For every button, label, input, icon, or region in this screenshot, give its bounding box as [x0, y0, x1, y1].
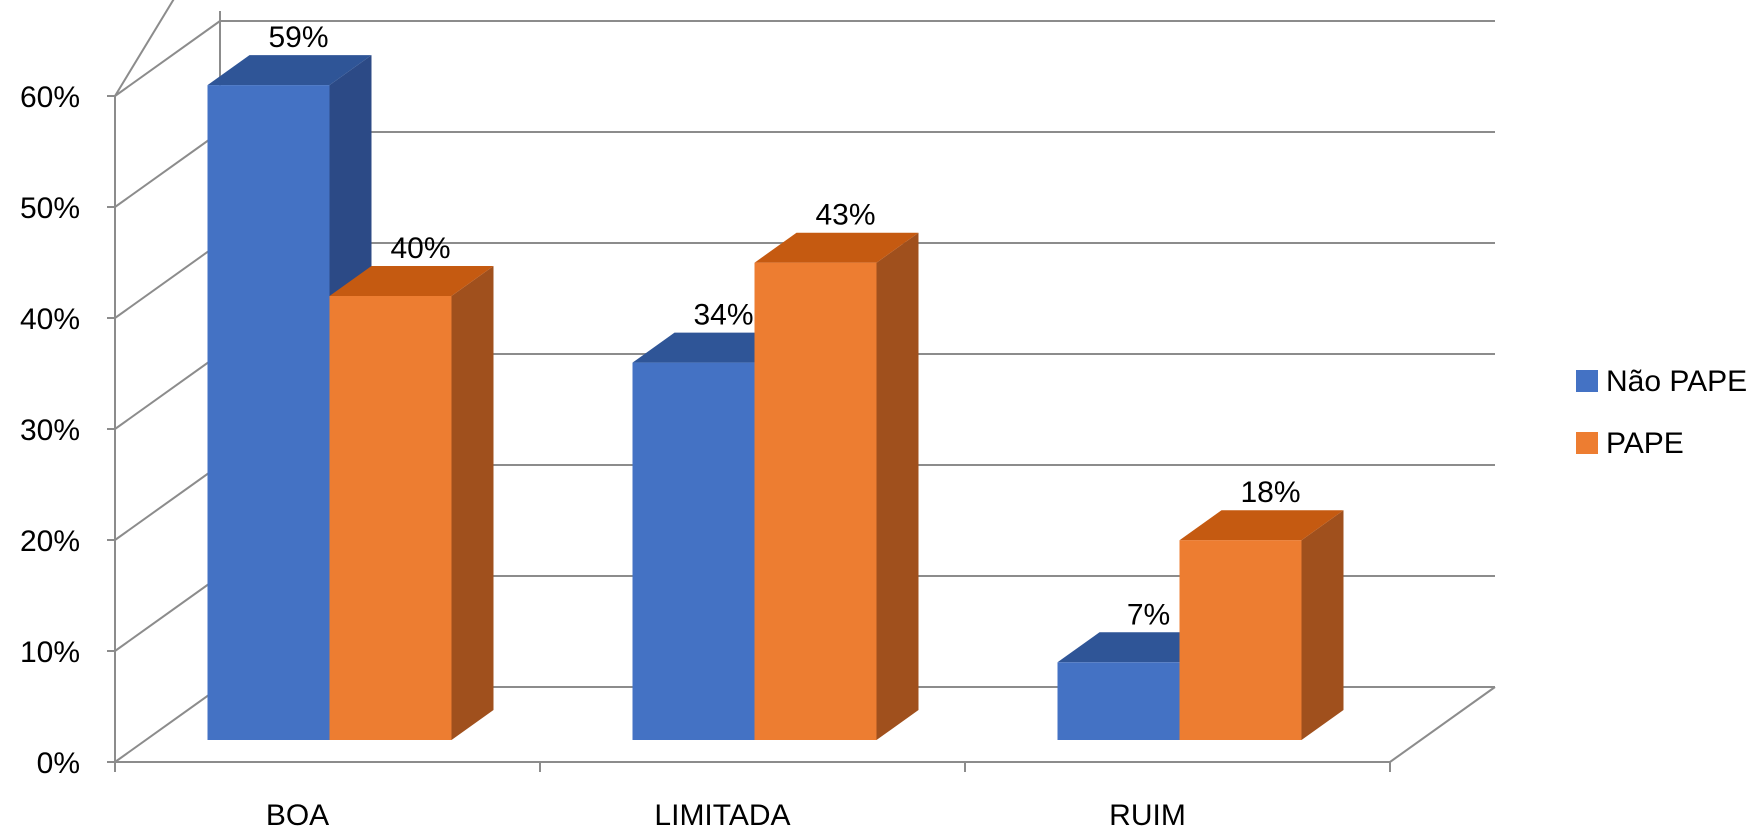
gridline-side [114, 353, 221, 430]
bar-front-face [754, 262, 877, 740]
x-category-label: BOA [266, 799, 329, 829]
gridline-side [114, 575, 221, 652]
y-tick-label: 10% [20, 636, 80, 669]
bar-side-face [876, 232, 919, 740]
y-tick-label: 40% [20, 303, 80, 336]
bar-top-face [207, 55, 372, 86]
y-axis-ticks: 0% 10% 20% 30% 40% 50% 60% [20, 81, 115, 780]
gridline-side [114, 20, 221, 97]
bar-front-face [207, 85, 330, 741]
y-tick-label: 0% [37, 747, 80, 780]
bar-side-face [1301, 510, 1344, 740]
data-labels: 59% 40% 34% 43% 7% 18% [268, 21, 1300, 631]
bar-front-face [632, 362, 755, 740]
gridline-side [114, 464, 221, 541]
gridline-side [114, 131, 221, 208]
data-label: 43% [815, 199, 875, 232]
y-tick-label: 50% [20, 192, 80, 225]
gridline-side [114, 686, 221, 763]
y-tick-label: 60% [20, 81, 80, 114]
bar-top-face [1179, 510, 1344, 541]
gridline-side-top [114, 0, 175, 97]
legend-label: PAPE [1606, 427, 1684, 460]
y-tick-label: 30% [20, 414, 80, 447]
bars [207, 55, 1344, 741]
data-label: 18% [1240, 476, 1300, 509]
legend: Não PAPE PAPE [1576, 365, 1747, 460]
bar-limitada-pape [754, 232, 919, 740]
bar-top-face [754, 232, 919, 263]
x-axis: BOA LIMITADA RUIM [114, 762, 1391, 829]
floor-right-edge [1389, 686, 1496, 763]
bar-front-face [1057, 662, 1180, 740]
bar-side-face [451, 266, 494, 740]
data-label: 7% [1127, 598, 1170, 631]
bar-top-face [329, 266, 494, 296]
legend-swatch [1576, 370, 1598, 392]
data-label: 59% [268, 21, 328, 54]
x-category-label: RUIM [1109, 799, 1186, 829]
y-tick-label: 20% [20, 525, 80, 558]
legend-swatch [1576, 432, 1598, 454]
bar-front-face [1179, 540, 1302, 740]
bar-boa-pape [329, 266, 494, 740]
data-label: 34% [693, 299, 753, 332]
bar-ruim-pape [1179, 510, 1344, 740]
data-label: 40% [390, 232, 450, 265]
gridline-side [114, 242, 221, 319]
x-category-label: LIMITADA [654, 799, 790, 829]
legend-label: Não PAPE [1606, 365, 1747, 398]
bar-front-face [329, 296, 452, 740]
